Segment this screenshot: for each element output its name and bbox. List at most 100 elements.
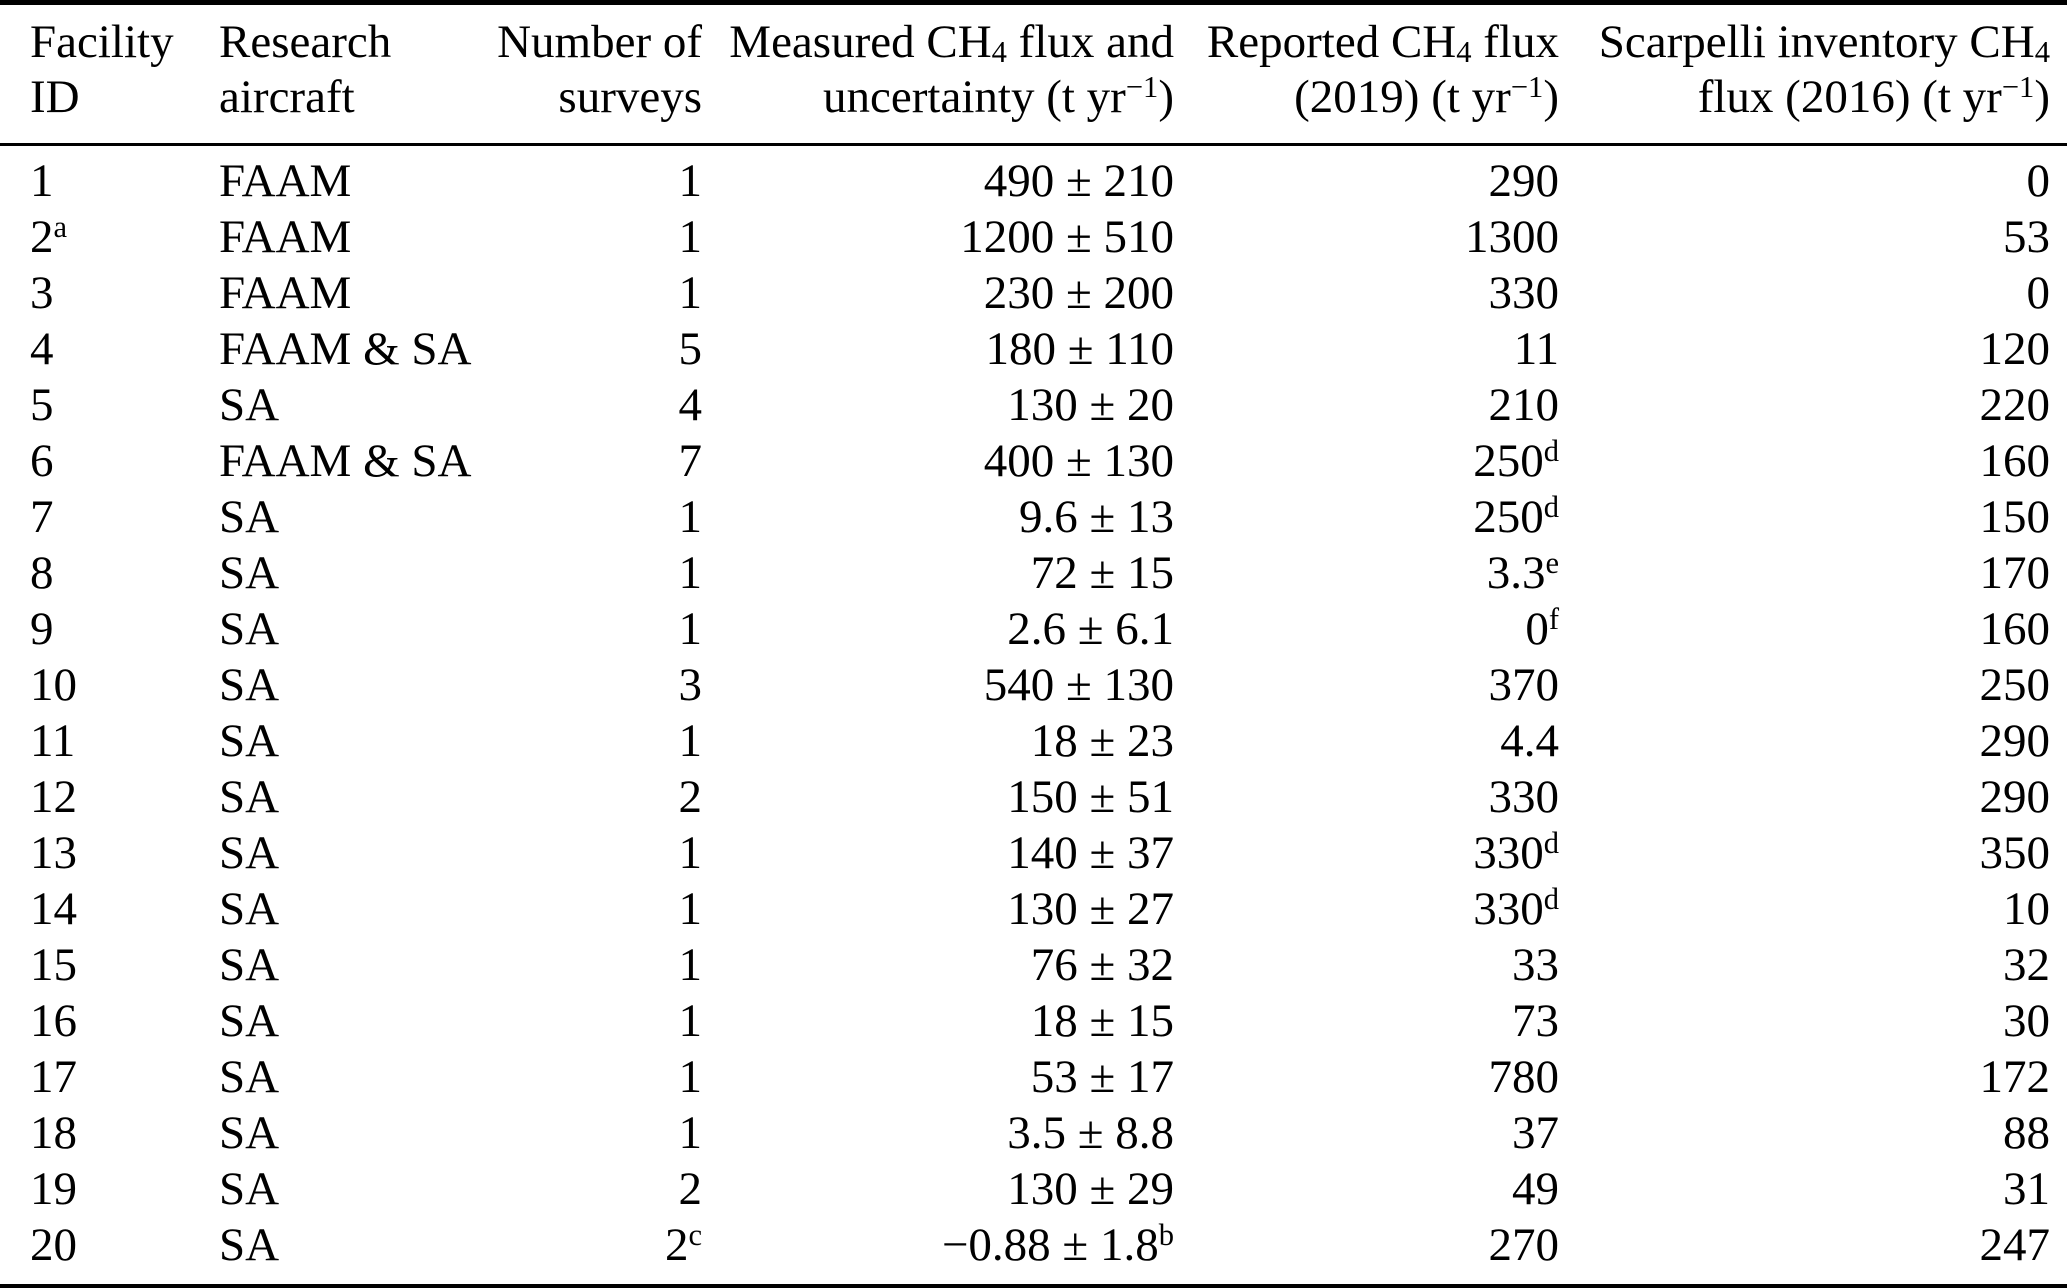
cell-scarpelli-flux: 350	[1560, 825, 2067, 881]
text-segment: SA	[219, 1219, 280, 1271]
text-segment: )	[2034, 71, 2050, 123]
text-segment: 33	[1512, 939, 1559, 991]
text-segment: 7	[678, 435, 703, 487]
cell-measured-flux: 150 ± 51	[703, 769, 1175, 825]
text-segment: 400 ± 130	[983, 435, 1174, 487]
text-segment: ID	[30, 71, 80, 123]
text-segment: 18	[30, 1107, 77, 1159]
text-segment: 290	[1979, 715, 2051, 767]
cell-facility-id: 1	[0, 145, 218, 210]
text-segment: 130 ± 20	[1007, 379, 1174, 431]
cell-measured-flux: 130 ± 29	[703, 1161, 1175, 1217]
cell-facility-id: 12	[0, 769, 218, 825]
column-header-facility-id: Facility ID	[0, 2, 218, 146]
cell-research-aircraft: SA	[218, 601, 470, 657]
cell-measured-flux: 130 ± 27	[703, 881, 1175, 937]
text-segment: 4.4	[1500, 715, 1559, 767]
text-segment: 6	[30, 435, 54, 487]
text-segment: 3	[678, 659, 703, 711]
cell-scarpelli-flux: 290	[1560, 769, 2067, 825]
table-row: 16 SA 1 18 ± 15 73 30	[0, 993, 2067, 1049]
text-segment: 120	[1979, 323, 2051, 375]
header-line-2: aircraft	[219, 70, 469, 125]
table-row: 19 SA 2 130 ± 29 49 31	[0, 1161, 2067, 1217]
text-segment: 270	[1488, 1219, 1560, 1271]
text-segment: 32	[2003, 939, 2050, 991]
cell-research-aircraft: SA	[218, 657, 470, 713]
cell-facility-id: 16	[0, 993, 218, 1049]
subscript-segment: 4	[991, 35, 1007, 70]
cell-measured-flux: 490 ± 210	[703, 145, 1175, 210]
text-segment: 1300	[1465, 211, 1559, 263]
text-segment: SA	[219, 379, 280, 431]
text-segment: FAAM & SA	[219, 323, 472, 375]
text-segment: 250	[1979, 659, 2051, 711]
cell-reported-flux: 37	[1175, 1105, 1560, 1161]
table-row: 20 SA 2c −0.88 ± 1.8b 270 247	[0, 1217, 2067, 1286]
text-segment: 1	[678, 715, 703, 767]
text-segment: 0	[1525, 603, 1549, 655]
text-segment: 370	[1488, 659, 1560, 711]
cell-reported-flux: 370	[1175, 657, 1560, 713]
text-segment: 7	[30, 491, 54, 543]
text-segment: 76 ± 32	[1030, 939, 1174, 991]
text-segment: 780	[1488, 1051, 1560, 1103]
text-segment: 49	[1512, 1163, 1559, 1215]
cell-research-aircraft: SA	[218, 937, 470, 993]
text-segment: 1200 ± 510	[960, 211, 1174, 263]
text-segment: 172	[1979, 1051, 2051, 1103]
cell-research-aircraft: FAAM & SA	[218, 433, 471, 489]
cell-research-aircraft: SA	[218, 825, 470, 881]
text-segment: 160	[1979, 435, 2051, 487]
cell-scarpelli-flux: 220	[1560, 377, 2067, 433]
cell-scarpelli-flux: 0	[1560, 265, 2067, 321]
cell-number-of-surveys: 2	[470, 769, 703, 825]
text-segment: SA	[219, 771, 280, 823]
cell-facility-id: 20	[0, 1217, 218, 1286]
table-row: 18 SA 1 3.5 ± 8.8 37 88	[0, 1105, 2067, 1161]
cell-reported-flux: 49	[1175, 1161, 1560, 1217]
text-segment: 19	[30, 1163, 77, 1215]
header-line-1: Facility	[30, 15, 217, 70]
cell-scarpelli-flux: 250	[1560, 657, 2067, 713]
text-segment: 11	[30, 715, 76, 767]
cell-facility-id: 3	[0, 265, 218, 321]
cell-facility-id: 10	[0, 657, 218, 713]
text-segment: 16	[30, 995, 77, 1047]
cell-number-of-surveys: 1	[470, 265, 703, 321]
text-segment: 180 ± 110	[985, 323, 1174, 375]
text-segment: 18 ± 15	[1030, 995, 1174, 1047]
cell-facility-id: 7	[0, 489, 218, 545]
text-segment: −0.88 ± 1.8	[941, 1219, 1159, 1271]
text-segment: Research	[219, 16, 392, 68]
text-segment: 3	[30, 267, 54, 319]
text-segment: 14	[30, 883, 77, 935]
text-segment: 1	[30, 155, 54, 207]
text-segment: SA	[219, 1051, 280, 1103]
table-row: 13 SA 1 140 ± 37 330d 350	[0, 825, 2067, 881]
text-segment: SA	[219, 659, 280, 711]
cell-number-of-surveys: 5	[470, 321, 703, 377]
cell-measured-flux: 140 ± 37	[703, 825, 1175, 881]
text-segment: SA	[219, 1107, 280, 1159]
cell-number-of-surveys: 3	[470, 657, 703, 713]
text-segment: SA	[219, 603, 280, 655]
supscript-segment: b	[1158, 1217, 1174, 1252]
cell-reported-flux: 250d	[1175, 489, 1560, 545]
text-segment: 130 ± 27	[1007, 883, 1174, 935]
cell-number-of-surveys: 1	[470, 545, 703, 601]
text-segment: 10	[30, 659, 77, 711]
cell-research-aircraft: SA	[218, 377, 470, 433]
column-header-number-of-surveys: Number of surveys	[470, 2, 703, 146]
text-segment: 3.5 ± 8.8	[1007, 1107, 1174, 1159]
cell-reported-flux: 250d	[1175, 433, 1560, 489]
text-segment: 220	[1979, 379, 2051, 431]
cell-facility-id: 2a	[0, 209, 218, 265]
cell-measured-flux: 18 ± 15	[703, 993, 1175, 1049]
text-segment: Facility	[30, 16, 174, 68]
cell-number-of-surveys: 4	[470, 377, 703, 433]
text-segment: 210	[1488, 379, 1560, 431]
text-segment: 20	[30, 1219, 77, 1271]
supscript-segment: d	[1543, 489, 1559, 524]
text-segment: (2019) (t yr	[1294, 71, 1511, 123]
